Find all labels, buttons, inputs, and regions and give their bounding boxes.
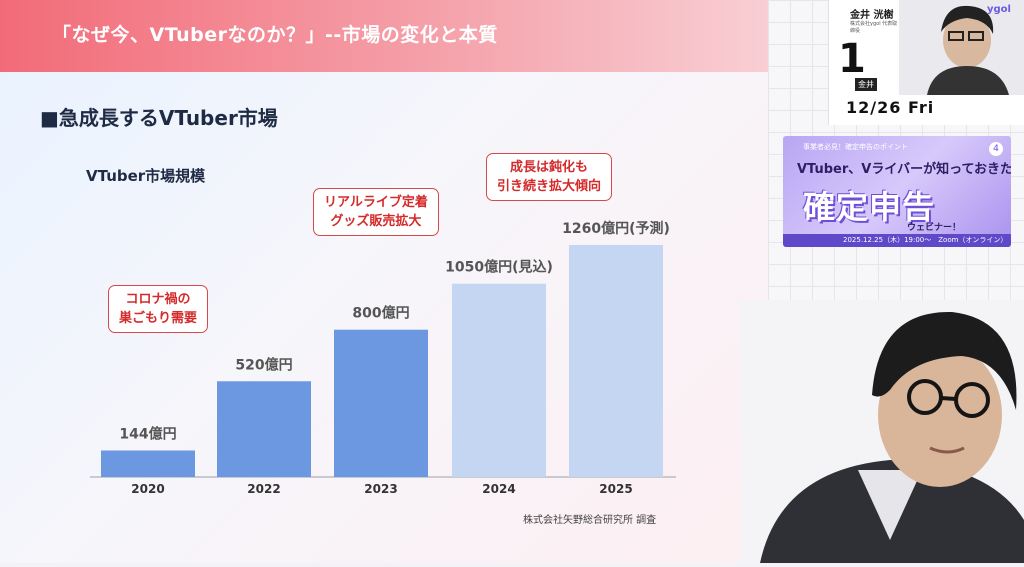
presentation-slide: 「なぜ今、VTuberなのか？」--市場の変化と本質 ■急成長するVTuber市… bbox=[0, 0, 768, 563]
slide-title: 「なぜ今、VTuberなのか？」--市場の変化と本質 bbox=[52, 24, 498, 46]
data-label-2020: 144億円 bbox=[119, 425, 176, 442]
banner-info-bar bbox=[783, 234, 1011, 247]
presenter-name: 金井 洸樹 bbox=[850, 10, 894, 21]
bar-2022 bbox=[217, 381, 311, 477]
presenter-video bbox=[740, 300, 1024, 563]
data-label-2022: 520億円 bbox=[235, 356, 292, 373]
x-tick-2020: 2020 bbox=[131, 482, 164, 496]
banner-number: 4 bbox=[989, 142, 1003, 156]
banner-tail: ウェビナー！ bbox=[907, 223, 962, 233]
banner-subtitle: VTuber、Vライバーが知っておきたい bbox=[797, 162, 1011, 177]
ygol-logo: ygol bbox=[987, 4, 1011, 15]
data-label-2025: 1260億円(予測) bbox=[562, 220, 670, 237]
presenter-number: 1 bbox=[838, 36, 866, 82]
banner-top-text: 事業者必見！確定申告のポイント bbox=[803, 143, 908, 151]
presenter-camera-top bbox=[828, 0, 1024, 125]
chart-title: VTuber市場規模 bbox=[86, 167, 206, 185]
annotation-line: 巣ごもり需要 bbox=[119, 311, 198, 326]
data-label-2023: 800億円 bbox=[352, 305, 409, 322]
bar-2023 bbox=[334, 329, 428, 477]
slide-header: 「なぜ今、VTuberなのか？」--市場の変化と本質 bbox=[0, 0, 768, 72]
banner-date: 2025.12.25（木）19:00〜 Zoom（オンライン） bbox=[843, 236, 1008, 244]
webinar-banner[interactable]: 事業者必見！確定申告のポイント 4 VTuber、Vライバーが知っておきたい 確… bbox=[783, 136, 1011, 247]
x-tick-2023: 2023 bbox=[364, 482, 397, 496]
presenter-date: 12/26 Fri bbox=[846, 98, 935, 117]
bar-2020 bbox=[101, 450, 195, 477]
market-size-bar-chart: 144億円 2020 520億円 2022 800億円 2023 1050億円(見込) 202… bbox=[90, 220, 676, 496]
presenter-avatar bbox=[899, 0, 1024, 95]
annotation-line: 成長は鈍化も bbox=[510, 160, 589, 175]
annotation-line: グッズ販売拡大 bbox=[330, 214, 422, 229]
x-tick-2025: 2025 bbox=[599, 482, 632, 496]
source-note: 株式会社矢野総合研究所 調査 bbox=[523, 515, 657, 526]
annotation-line: リアルライブ定着 bbox=[324, 195, 428, 210]
bar-2024 bbox=[452, 283, 546, 477]
banner-main-title: 確定申告 bbox=[803, 188, 936, 226]
annotation-line: コロナ禍の bbox=[125, 292, 191, 307]
section-title: ■急成長するVTuber市場 bbox=[40, 106, 278, 130]
annotation-line: 引き続き拡大傾向 bbox=[497, 179, 602, 194]
annotation-covid: コロナ禍の 巣ごもり需要 bbox=[108, 285, 209, 333]
presenter-role: 株式会社ygol 代表取締役 bbox=[850, 21, 898, 34]
bar-2025 bbox=[569, 245, 663, 477]
x-tick-2024: 2024 bbox=[482, 482, 515, 496]
presenter-camera-bottom bbox=[740, 300, 1024, 563]
presenter-badge: 金井 bbox=[855, 78, 877, 91]
data-label-2024: 1050億円(見込) bbox=[445, 259, 553, 276]
x-tick-2022: 2022 bbox=[247, 482, 280, 496]
annotation-growth: 成長は鈍化も 引き続き拡大傾向 bbox=[486, 153, 613, 201]
annotation-live: リアルライブ定着 グッズ販売拡大 bbox=[313, 188, 439, 236]
